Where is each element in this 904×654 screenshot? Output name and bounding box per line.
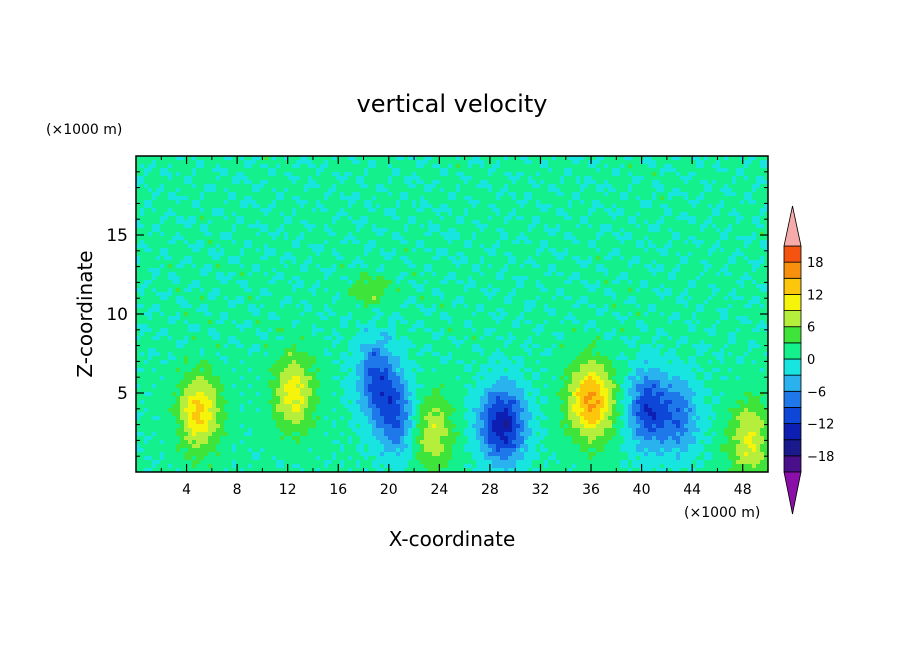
x-tick-label: 40 <box>633 482 651 498</box>
colorbar-segment <box>783 245 802 263</box>
x-tick-label: 32 <box>532 482 550 498</box>
colorbar-over-arrow <box>783 205 802 247</box>
x-tick-label: 16 <box>329 482 347 498</box>
x-tick-label: 20 <box>380 482 398 498</box>
colorbar: −18 −12 −6 0 6 12 18 <box>783 205 834 515</box>
colorbar-under-arrow <box>783 471 802 515</box>
x-axis-ticks: 4 8 12 16 20 24 28 32 36 40 44 48 <box>160 156 752 498</box>
colorbar-segment <box>783 390 802 408</box>
x-tick-label: 4 <box>182 482 191 498</box>
y-tick-label: 15 <box>106 226 128 246</box>
colorbar-tick-label: 0 <box>807 353 815 368</box>
colorbar-tick-label: 12 <box>807 288 824 303</box>
y-tick-label: 10 <box>106 305 128 325</box>
y-axis-ticks: 5 10 15 <box>106 171 768 457</box>
x-axis-label: X-coordinate <box>389 527 516 551</box>
x-tick-label: 48 <box>734 482 752 498</box>
chart-title: vertical velocity <box>357 90 548 118</box>
colorbar-segment <box>783 439 802 457</box>
x-tick-label: 12 <box>279 482 297 498</box>
colorbar-tick-label: −6 <box>807 385 826 400</box>
colorbar-segment <box>783 407 802 424</box>
colorbar-segment <box>783 342 802 360</box>
x-tick-label: 36 <box>582 482 600 498</box>
colorbar-segment <box>783 310 802 328</box>
colorbar-segment <box>783 455 802 473</box>
x-tick-label: 28 <box>481 482 499 498</box>
colorbar-segment <box>783 277 802 295</box>
colorbar-segment <box>783 326 802 344</box>
x-tick-label: 24 <box>430 482 448 498</box>
colorbar-segment <box>783 294 802 311</box>
colorbar-tick-label: −18 <box>807 450 834 465</box>
colorbar-segment <box>783 423 802 441</box>
colorbar-tick-label: 18 <box>807 256 824 271</box>
velocity-field <box>136 156 768 472</box>
colorbar-segment <box>783 261 802 279</box>
colorbar-tick-label: −12 <box>807 418 834 433</box>
colorbar-tick-label: 6 <box>807 321 815 336</box>
x-tick-label: 44 <box>683 482 701 498</box>
x-tick-label: 8 <box>233 482 242 498</box>
colorbar-segment <box>783 358 802 376</box>
colorbar-segment <box>783 374 802 392</box>
x-axis-unit: (×1000 m) <box>684 505 760 521</box>
y-axis-label: Z-coordinate <box>73 250 97 377</box>
y-axis-unit: (×1000 m) <box>46 122 122 138</box>
y-tick-label: 5 <box>117 384 128 404</box>
